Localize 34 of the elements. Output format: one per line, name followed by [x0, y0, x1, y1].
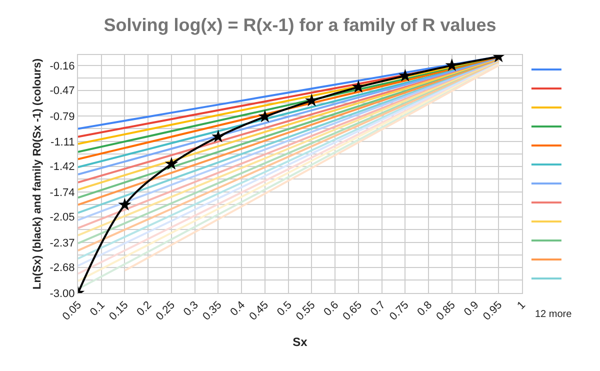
x-tick-label: 0.35 — [200, 299, 224, 323]
x-tick-label: 0.55 — [294, 299, 318, 323]
y-tick-label: -0.79 — [50, 110, 75, 123]
x-tick-label: 0.7 — [368, 299, 388, 319]
x-axis-title: Sx — [292, 334, 308, 349]
y-tick-label: -2.68 — [50, 262, 75, 274]
x-tick-label: 1 — [515, 299, 528, 312]
y-tick-label: -0.47 — [50, 85, 75, 98]
x-tick-label: 0.8 — [415, 299, 435, 319]
x-tick-label: 0.85 — [434, 299, 458, 323]
x-tick-label: 0.75 — [388, 299, 412, 323]
y-axis-title: Ln(Sx) (black) and family R0(Sx -1) (colours) — [31, 58, 44, 290]
x-tick-label: 0.5 — [275, 299, 294, 319]
x-tick-label: 0.9 — [462, 299, 482, 319]
x-tick-label: 0.45 — [247, 299, 271, 323]
x-tick-label: 0.4 — [228, 299, 248, 319]
x-tick-label: 0.95 — [481, 299, 505, 323]
x-tick-label: 0.3 — [182, 299, 201, 319]
y-tick-label: -1.74 — [50, 186, 75, 199]
y-tick-label: -0.16 — [50, 60, 75, 72]
x-tick-label: 0.15 — [107, 299, 131, 323]
x-tick-label: 0.1 — [88, 299, 108, 319]
text: 12 more — [535, 309, 572, 320]
y-tick-label: -3.00 — [50, 288, 75, 300]
x-tick-label: 0.25 — [154, 299, 178, 323]
chart-title: Solving log(x) = R(x-1) for a family of R values — [104, 15, 496, 36]
x-tick-label: 0.05 — [60, 299, 84, 323]
x-tick-label: 0.65 — [340, 299, 364, 323]
y-tick-label: -2.05 — [50, 212, 75, 224]
y-tick-label: -1.42 — [50, 161, 75, 174]
y-tick-label: -1.11 — [50, 136, 75, 148]
x-tick-label: 0.2 — [134, 299, 154, 319]
x-tick-label: 0.6 — [322, 299, 342, 319]
y-tick-label: -2.37 — [50, 237, 75, 250]
